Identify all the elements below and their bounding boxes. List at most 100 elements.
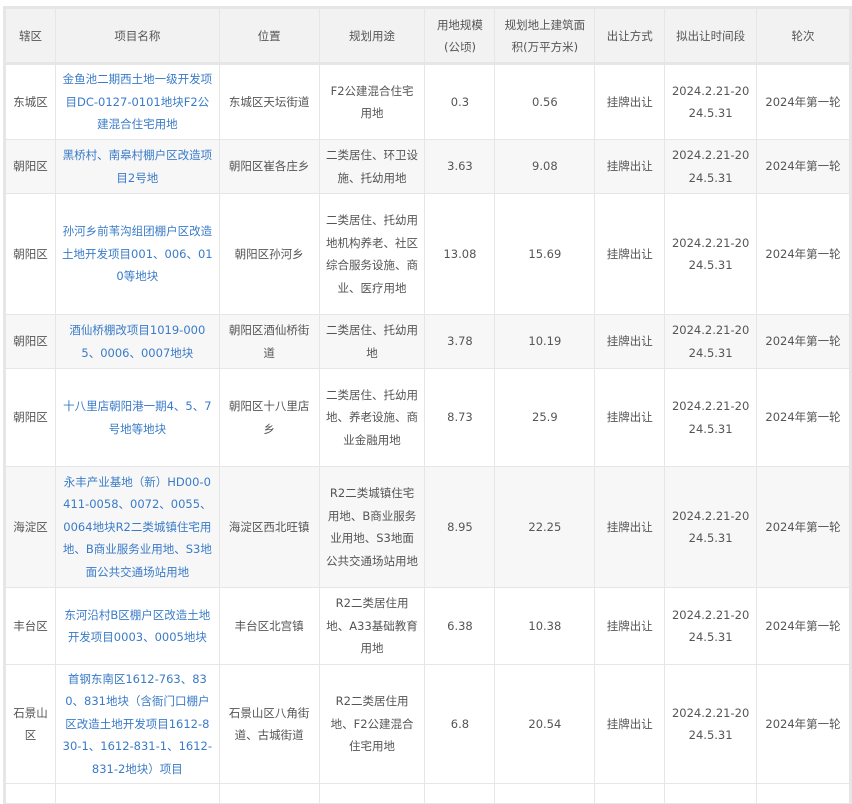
land-supply-table: 辖区 项目名称 位置 规划用途 用地规模(公顷) 规划地上建筑面积(万平方米) 出让方式 拟出…	[5, 8, 850, 804]
cell-location: 朝阳区十八里店乡	[218, 368, 320, 467]
cell-transfer-method: 挂牌出让	[594, 587, 666, 665]
cell-planned-use: F2公建混合住宅用地	[318, 63, 426, 140]
header-row: 辖区 项目名称 位置 规划用途 用地规模(公顷) 规划地上建筑面积(万平方米) 出让方式 拟出…	[5, 8, 850, 65]
header-planned-use: 规划用途	[318, 8, 426, 65]
header-land-area: 用地规模(公顷)	[424, 8, 496, 65]
cell-location: 石景山区八角街道、古城街道	[218, 664, 320, 784]
table-row: 丰台区 东河沿村B区棚户区改造土地开发项目0003、0005地块 丰台区北宫镇 R2二…	[5, 587, 850, 665]
cell-transfer-period: 2024.2.21-2024.5.31	[664, 587, 758, 665]
cell-district: 丰台区	[5, 587, 56, 665]
cell-transfer-method: 挂牌出让	[594, 63, 666, 140]
cell-transfer-period: 2024.2.21-2024.5.31	[664, 139, 758, 194]
header-district: 辖区	[5, 8, 56, 65]
cell-district: 朝阳区	[5, 368, 56, 467]
cell-project-name: 首钢东南区1612-763、830、831地块（含衙门口棚户区改造土地开发项目1…	[54, 664, 220, 784]
cell-project-name: 酒仙桥棚改项目1019-0005、0006、0007地块	[54, 314, 220, 369]
cell-district: 朝阳区	[5, 139, 56, 194]
cell-location: 丰台区北宫镇	[218, 587, 320, 665]
cell-transfer-period: 2024.2.21-2024.5.31	[664, 466, 758, 588]
cell-project-name: 金鱼池二期西土地一级开发项目DC-0127-0101地块F2公建混合住宅用地	[54, 63, 220, 140]
cell-transfer-method: 挂牌出让	[594, 193, 666, 315]
project-link[interactable]: 金鱼池二期西土地一级开发项目DC-0127-0101地块F2公建混合住宅用地	[62, 72, 213, 132]
cell-transfer-period: 2024.2.21-2024.5.31	[664, 314, 758, 369]
cell-location: 朝阳区孙河乡	[218, 193, 320, 315]
cell-district: 石景山区	[5, 664, 56, 784]
cell-transfer-method: 挂牌出让	[594, 314, 666, 369]
cell-land-area: 0.3	[424, 63, 496, 140]
cell-district: 东城区	[5, 63, 56, 140]
project-link[interactable]: 十八里店朝阳港一期4、5、7号地等地块	[63, 399, 212, 436]
cell-project-name: 十八里店朝阳港一期4、5、7号地等地块	[54, 368, 220, 467]
cell-project-name: 东河沿村B区棚户区改造土地开发项目0003、0005地块	[54, 587, 220, 665]
cell-land-area: 6.8	[424, 664, 496, 784]
cell-transfer-method: 挂牌出让	[594, 139, 666, 194]
cell-project-name: 孙河乡前苇沟组团棚户区改造土地开发项目001、006、010等地块	[54, 193, 220, 315]
cell-location: 海淀区西北旺镇	[218, 466, 320, 588]
cell-planned-use: 二类居住、托幼用地	[318, 314, 426, 369]
cell-round: 2024年第一轮	[756, 139, 850, 194]
cell-floor-area: 10.38	[494, 587, 596, 665]
table-row: 石景山区 首钢东南区1612-763、830、831地块（含衙门口棚户区改造土地开…	[5, 664, 850, 784]
cell-floor-area: 9.08	[494, 139, 596, 194]
cell-floor-area: 22.25	[494, 466, 596, 588]
cell-round: 2024年第一轮	[756, 314, 850, 369]
cell-transfer-period: 2024.2.21-2024.5.31	[664, 63, 758, 140]
project-link[interactable]: 永丰产业基地（新）HD00-0411-0058、0072、0055、0064地块…	[62, 474, 212, 579]
cell-floor-area: 15.69	[494, 193, 596, 315]
cell-planned-use: R2二类城镇住宅用地、B商业服务业用地、S3地面公共交通场站用地	[318, 466, 426, 588]
cell-round: 2024年第一轮	[756, 368, 850, 467]
cell-district: 朝阳区	[5, 193, 56, 315]
cell-transfer-period: 2024.2.21-2024.5.31	[664, 368, 758, 467]
land-table-container: 辖区 项目名称 位置 规划用途 用地规模(公顷) 规划地上建筑面积(万平方米) 出让方式 拟出…	[3, 6, 852, 804]
cell-location: 东城区天坛街道	[218, 63, 320, 140]
cell-land-area: 13.08	[424, 193, 496, 315]
table-row: 朝阳区 孙河乡前苇沟组团棚户区改造土地开发项目001、006、010等地块 朝阳区孙…	[5, 193, 850, 315]
table-row: 朝阳区 黑桥村、南皋村棚户区改造项目2号地 朝阳区崔各庄乡 二类居住、环卫设施、托幼用…	[5, 139, 850, 194]
cell-planned-use: R2二类居住用地、A33基础教育用地	[318, 587, 426, 665]
cell-project-name: 黑桥村、南皋村棚户区改造项目2号地	[54, 139, 220, 194]
cell-floor-area: 0.56	[494, 63, 596, 140]
cell-round: 2024年第一轮	[756, 664, 850, 784]
cell-floor-area: 20.54	[494, 664, 596, 784]
cell-floor-area: 25.9	[494, 368, 596, 467]
cell-planned-use: 二类居住、环卫设施、托幼用地	[318, 139, 426, 194]
header-transfer-period: 拟出让时间段	[664, 8, 758, 65]
project-link[interactable]: 东河沿村B区棚户区改造土地开发项目0003、0005地块	[64, 607, 211, 645]
cell-transfer-period: 2024.2.21-2024.5.31	[664, 193, 758, 315]
table-row: 朝阳区 酒仙桥棚改项目1019-0005、0006、0007地块 朝阳区酒仙桥街道二…	[5, 314, 850, 369]
cell-location: 朝阳区崔各庄乡	[218, 139, 320, 194]
cell-land-area: 6.38	[424, 587, 496, 665]
cell-transfer-period: 2024.2.21-2024.5.31	[664, 664, 758, 784]
table-row: 海淀区 永丰产业基地（新）HD00-0411-0058、0072、0055、006…	[5, 466, 850, 588]
cell-district: 海淀区	[5, 466, 56, 588]
cell-location: 朝阳区酒仙桥街道	[218, 314, 320, 369]
cell-transfer-method: 挂牌出让	[594, 368, 666, 467]
table-row: 东城区 金鱼池二期西土地一级开发项目DC-0127-0101地块F2公建混合住宅用…	[5, 63, 850, 140]
project-link[interactable]: 首钢东南区1612-763、830、831地块（含衙门口棚户区改造土地开发项目1…	[62, 671, 213, 776]
cell-round: 2024年第一轮	[756, 466, 850, 588]
cell-round: 2024年第一轮	[756, 193, 850, 315]
cell-land-area: 8.73	[424, 368, 496, 467]
project-link[interactable]: 酒仙桥棚改项目1019-0005、0006、0007地块	[69, 323, 206, 360]
cell-land-area: 3.78	[424, 314, 496, 369]
table-row: 朝阳区 十八里店朝阳港一期4、5、7号地等地块 朝阳区十八里店乡 二类居住、托幼用地、…	[5, 368, 850, 467]
cell-transfer-method: 挂牌出让	[594, 466, 666, 588]
cell-planned-use: 二类居住、托幼用地机构养老、社区综合服务设施、商业、医疗用地	[318, 193, 426, 315]
cell-planned-use: R2二类居住用地、F2公建混合住宅用地	[318, 664, 426, 784]
header-transfer-method: 出让方式	[594, 8, 666, 65]
cell-round: 2024年第一轮	[756, 587, 850, 665]
cell-round: 2024年第一轮	[756, 63, 850, 140]
cell-planned-use: 二类居住、托幼用地、养老设施、商业金融用地	[318, 368, 426, 467]
cell-project-name: 永丰产业基地（新）HD00-0411-0058、0072、0055、0064地块…	[54, 466, 220, 588]
cell-land-area: 3.63	[424, 139, 496, 194]
project-link[interactable]: 孙河乡前苇沟组团棚户区改造土地开发项目001、006、010等地块	[62, 224, 213, 284]
header-floor-area: 规划地上建筑面积(万平方米)	[494, 8, 596, 65]
cell-transfer-method: 挂牌出让	[594, 664, 666, 784]
header-project-name: 项目名称	[54, 8, 220, 65]
cell-floor-area: 10.19	[494, 314, 596, 369]
cell-land-area: 8.95	[424, 466, 496, 588]
cell-district: 朝阳区	[5, 314, 56, 369]
header-location: 位置	[218, 8, 320, 65]
project-link[interactable]: 黑桥村、南皋村棚户区改造项目2号地	[62, 148, 213, 185]
header-round: 轮次	[756, 8, 850, 65]
